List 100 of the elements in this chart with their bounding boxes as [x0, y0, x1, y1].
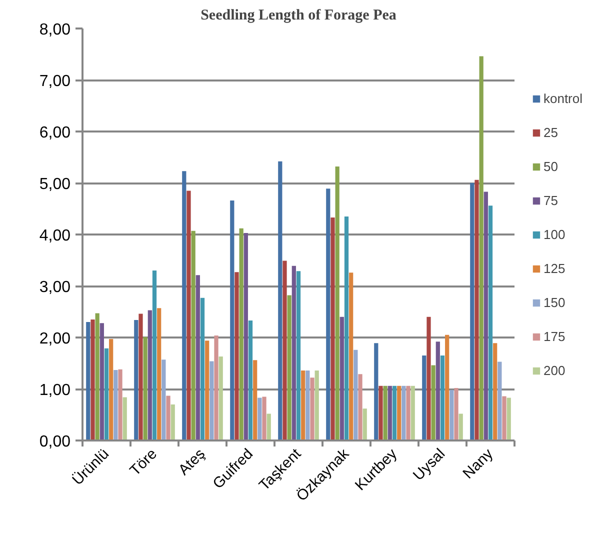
bar — [397, 386, 402, 440]
bar — [493, 343, 498, 440]
y-tick-label: 2,00 — [39, 330, 71, 348]
bar — [100, 323, 104, 440]
legend-label: 175 — [543, 328, 566, 345]
bar — [474, 180, 479, 440]
y-tick-label: 6,00 — [39, 124, 71, 142]
legend-label: 150 — [543, 294, 566, 311]
bar — [450, 390, 454, 440]
x-tick-label: Ateş — [175, 445, 209, 479]
bar — [344, 216, 349, 440]
bar — [157, 308, 162, 440]
y-tick-label: 1,00 — [39, 382, 71, 399]
bar — [292, 266, 296, 440]
bar — [306, 370, 310, 440]
bar — [454, 388, 458, 440]
bar — [182, 171, 186, 440]
bar — [152, 270, 157, 440]
bar — [258, 398, 262, 440]
y-tick-label: 5,00 — [39, 176, 71, 193]
bar — [330, 218, 335, 440]
bar — [287, 295, 292, 440]
legend-label: 75 — [543, 192, 559, 209]
bar — [362, 408, 367, 440]
bar — [191, 230, 196, 440]
bar — [431, 365, 436, 440]
bar — [388, 386, 392, 440]
bar — [118, 369, 122, 440]
bar — [134, 320, 138, 440]
bar — [374, 343, 378, 440]
bar — [143, 336, 148, 440]
bar — [314, 370, 319, 440]
bar — [166, 396, 170, 440]
bar — [406, 386, 410, 440]
bar — [498, 362, 502, 440]
bar — [296, 271, 301, 440]
bar — [234, 272, 239, 440]
bar — [488, 206, 493, 440]
bar — [410, 386, 415, 440]
bar — [214, 335, 218, 440]
legend-label: 100 — [543, 226, 566, 243]
bar — [502, 396, 506, 440]
bar — [104, 348, 109, 440]
x-tick-label: Töre — [126, 445, 161, 480]
bar — [484, 192, 488, 440]
bar — [266, 414, 271, 440]
bar — [383, 386, 388, 440]
bar — [109, 339, 114, 440]
legend-label: 50 — [543, 158, 559, 175]
bar — [239, 228, 244, 440]
bar — [196, 275, 200, 440]
y-tick-label: 0,00 — [39, 434, 71, 450]
bar — [326, 188, 330, 440]
bar — [392, 386, 397, 440]
bar — [358, 374, 362, 440]
bar — [458, 414, 463, 440]
legend-label: 25 — [543, 124, 559, 141]
legend-label: kontrol — [543, 90, 583, 107]
bar — [162, 360, 166, 440]
bar — [301, 370, 306, 440]
bar — [200, 298, 205, 440]
bar — [218, 356, 223, 440]
bar — [354, 350, 358, 440]
bar — [170, 404, 175, 440]
bar — [248, 320, 253, 440]
y-tick-label: 8,00 — [39, 22, 71, 38]
bar — [230, 200, 234, 440]
bar — [506, 398, 511, 440]
bar — [278, 161, 282, 440]
bar — [335, 166, 340, 440]
bar — [479, 56, 484, 440]
bar — [122, 397, 127, 440]
bar — [186, 190, 191, 440]
y-tick-label: 3,00 — [39, 279, 71, 296]
bar — [114, 370, 118, 440]
bar — [445, 334, 450, 440]
bar — [470, 183, 474, 440]
bar — [90, 319, 95, 440]
bar — [86, 322, 90, 440]
bar — [244, 232, 248, 440]
bar — [95, 313, 100, 440]
bar — [440, 356, 445, 440]
bar — [422, 356, 426, 440]
bar — [349, 272, 354, 440]
bar — [210, 361, 214, 440]
legend-label: 200 — [543, 362, 566, 379]
bar — [436, 342, 440, 440]
bar — [138, 314, 143, 440]
y-tick-label: 4,00 — [39, 228, 71, 244]
bar — [310, 378, 314, 440]
chart-title: Seedling Length of Forage Pea — [200, 8, 397, 24]
bar — [340, 316, 344, 440]
bar — [282, 260, 287, 440]
bar — [426, 316, 431, 440]
bar — [262, 396, 266, 440]
y-tick-label: 7,00 — [39, 73, 71, 90]
bar — [253, 360, 258, 440]
bar — [402, 386, 406, 440]
legend-label: 125 — [543, 260, 566, 277]
bar — [148, 310, 152, 440]
